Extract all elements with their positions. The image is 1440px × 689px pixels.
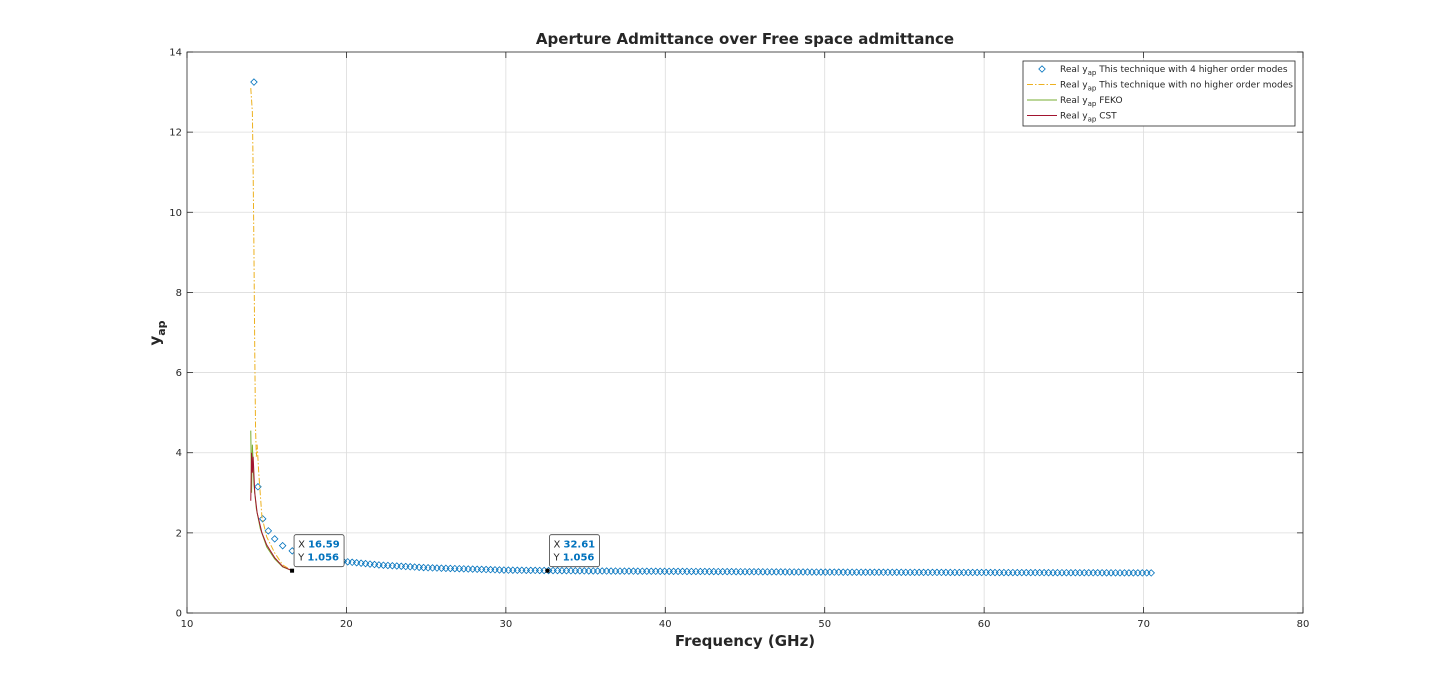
grid xyxy=(187,52,1303,613)
y-axis-label-main: y xyxy=(146,336,164,346)
legend-entry: Real yap FEKO xyxy=(1060,96,1123,108)
series-marker xyxy=(264,527,273,535)
legend: Real yap This technique with 4 higher or… xyxy=(1022,60,1296,127)
series-3 xyxy=(250,452,293,572)
y-tick-label: 0 xyxy=(176,609,182,620)
svg-text:yap: yap xyxy=(146,320,168,345)
series-marker xyxy=(352,558,361,567)
x-tick-label: 20 xyxy=(340,619,353,630)
chart-title: Aperture Admittance over Free space admi… xyxy=(536,30,954,48)
plot-area xyxy=(187,52,1303,613)
series-marker xyxy=(357,559,365,567)
legend-marker xyxy=(1038,65,1046,73)
series-marker xyxy=(258,515,267,523)
datatip-box xyxy=(293,534,345,568)
series-line xyxy=(250,88,293,572)
series-marker xyxy=(250,78,258,86)
series-marker xyxy=(370,560,379,569)
y-tick-label: 14 xyxy=(169,48,182,59)
x-tick-label: 70 xyxy=(1137,619,1150,630)
series-line xyxy=(250,452,293,572)
ticks: 10 20 30 40 50 60 70 80 0 2 4 6 8 10 12 14 xyxy=(169,48,1309,631)
x-tick-label: 30 xyxy=(499,619,512,630)
y-tick-label: 12 xyxy=(169,128,182,139)
y-tick-label: 10 xyxy=(169,208,182,219)
y-tick-label: 2 xyxy=(176,528,182,539)
x-tick-label: 60 xyxy=(978,619,991,630)
plot-box xyxy=(186,51,1304,614)
legend-box xyxy=(1022,60,1296,127)
y-tick-label: 4 xyxy=(176,448,182,459)
x-axis-label: Frequency (GHz) xyxy=(675,632,815,650)
datatip-x: X 16.59 xyxy=(298,540,340,551)
legend-entry: Real yap This technique with no higher o… xyxy=(1060,81,1293,93)
legend-entry: Real yap CST xyxy=(1060,112,1117,124)
x-tick-label: 10 xyxy=(181,619,194,630)
series-marker xyxy=(361,559,370,568)
y-tick-label: 8 xyxy=(176,288,182,299)
datatip-y: Y 1.056 xyxy=(297,553,339,564)
y-axis-label: yap xyxy=(146,320,168,345)
datatip-0[interactable]: X 16.59 Y 1.056 xyxy=(290,534,345,573)
series-marker xyxy=(278,541,287,550)
datatip-x: X 32.61 xyxy=(553,540,595,551)
series-1 xyxy=(250,88,293,572)
datatip-anchor xyxy=(290,568,295,573)
x-tick-label: 50 xyxy=(818,619,831,630)
datatips: X 16.59 Y 1.056 X 32.61 Y 1.056 xyxy=(290,534,600,573)
datatip-y: Y 1.056 xyxy=(552,553,594,564)
series-marker xyxy=(343,558,352,566)
datatip-box xyxy=(549,534,600,568)
series-marker xyxy=(348,558,356,567)
y-axis-label-sub: ap xyxy=(155,320,168,335)
legend-entry: Real yap This technique with 4 higher or… xyxy=(1060,65,1288,77)
series-marker xyxy=(270,535,279,543)
series-marker xyxy=(366,560,374,568)
y-tick-label: 6 xyxy=(176,368,182,379)
x-tick-label: 80 xyxy=(1297,619,1310,630)
datatip-1[interactable]: X 32.61 Y 1.056 xyxy=(545,534,600,573)
datatip-anchor xyxy=(545,568,550,573)
series-marker xyxy=(1147,569,1155,577)
x-tick-label: 40 xyxy=(659,619,672,630)
series-marker xyxy=(254,483,262,491)
